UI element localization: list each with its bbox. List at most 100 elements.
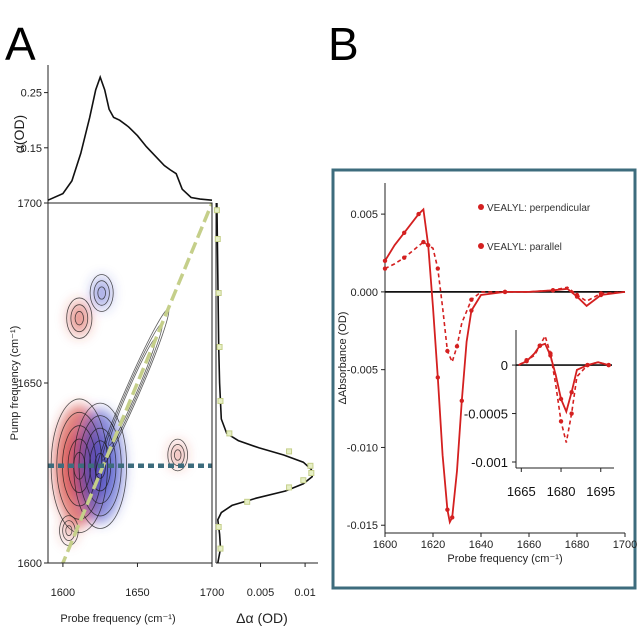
a-top-absorption-line: [47, 74, 213, 201]
a-2d-peak-contour: [65, 525, 73, 536]
b-data-point: [450, 515, 455, 520]
b-inset-data-point: [606, 362, 611, 368]
a-2d-y-label: Pump frequency (cm⁻¹): [9, 326, 21, 441]
b-x-tick-label: 1600: [373, 539, 397, 551]
a-right-data-point: [308, 470, 315, 476]
b-perpendicular-line: [384, 241, 626, 365]
b-inset-data-point: [548, 353, 553, 358]
a-2d-peak-contour: [170, 444, 185, 466]
a-right-x-tick-label: 0.01: [294, 587, 315, 599]
b-inset-data-point: [585, 362, 590, 368]
a-2d-peak-contour: [83, 427, 117, 504]
panel-b-frame: [331, 168, 637, 590]
b-inset-x-tick-label: 1695: [586, 484, 615, 499]
a-top-y-ticks: 0.25 0.15: [21, 88, 48, 155]
a-2d-peak-contour: [97, 286, 106, 300]
b-data-point: [382, 266, 388, 271]
a-right-data-point: [226, 430, 233, 437]
b-legend-marker-parallel: [478, 243, 484, 249]
a-2d-x-ticks: 1600 1650 1700: [51, 563, 224, 599]
b-y-label: ΔAbsorbance (OD): [337, 312, 349, 405]
b-data-point: [459, 398, 464, 403]
a-right-data-point: [217, 545, 224, 552]
a-right-data-point: [216, 344, 223, 350]
panel-a-2d-spectrum: 1600 1650 1700 1700 1650 1600 Probe frequenc…: [9, 198, 224, 625]
b-data-point: [426, 243, 431, 248]
a-right-data-point: [215, 524, 222, 530]
a-2d-x-tick-label: 1650: [125, 587, 149, 599]
b-data-point: [598, 292, 604, 298]
b-legend-parallel: VEALYL: parallel: [487, 242, 562, 253]
panel-a-absorption-plot: 0.25 0.15 α(OD): [11, 65, 213, 204]
b-inset-data-point: [558, 419, 564, 424]
b-legend-marker-perpendicular: [478, 204, 484, 210]
a-right-x-label: Δα (OD): [236, 610, 288, 626]
a-right-x-ticks: 0.005 0.01: [247, 563, 316, 599]
b-inset-y-tick-label: 0: [501, 358, 508, 373]
b-inset-x-tick-label: 1680: [547, 484, 576, 499]
b-inset-data-point: [569, 411, 574, 416]
b-data-point: [502, 289, 508, 295]
b-x-tick-label: 1620: [421, 539, 445, 551]
b-x-tick-label: 1680: [565, 539, 589, 551]
a-2d-peak-contour: [70, 304, 89, 333]
b-data-point: [469, 308, 474, 313]
a-2d-peak-contour: [174, 449, 182, 461]
b-inset-y-ticks: 0 -0.0005 -0.001: [464, 358, 516, 470]
b-y-tick-label: 0.005: [350, 209, 378, 221]
b-data-point: [574, 294, 580, 299]
a-top-y-tick-label: 0.15: [21, 143, 42, 155]
a-right-data-point: [286, 448, 293, 455]
b-y-tick-label: -0.005: [347, 365, 378, 377]
a-right-data-point: [217, 398, 224, 404]
b-data-point: [416, 211, 421, 217]
b-data-point: [402, 255, 407, 260]
panel-b: 1600 1620 1640 1660 1680 1700 0.005 0.000 -0.00…: [331, 168, 637, 590]
b-legend-perpendicular: VEALYL: perpendicular: [487, 203, 591, 214]
b-data-point: [445, 507, 450, 512]
b-x-tick-label: 1640: [469, 539, 493, 551]
a-2d-x-label: Probe frequency (cm⁻¹): [60, 613, 175, 625]
b-x-label: Probe frequency (cm⁻¹): [447, 553, 562, 565]
b-inset-plot: 1665 1680 1695 0 -0.0005 -0.001: [464, 330, 615, 499]
b-data-points: [382, 211, 604, 520]
a-right-fit-line: [216, 202, 314, 564]
a-right-x-tick-label: 0.005: [247, 587, 275, 599]
a-2d-y-tick-label: 1600: [18, 558, 42, 570]
a-2d-peak-contour: [94, 452, 106, 479]
b-data-point: [435, 375, 440, 380]
a-right-data-point: [213, 207, 220, 214]
b-inset-x-tick-label: 1665: [507, 484, 536, 499]
b-inset-x-ticks: 1665 1680 1695: [507, 468, 615, 499]
b-data-point: [445, 348, 450, 354]
a-top-y-tick-label: 0.25: [21, 88, 42, 100]
a-2d-peak-contour: [89, 274, 114, 312]
b-inset-y-tick-label: -0.001: [471, 455, 508, 470]
b-data-point: [382, 258, 388, 263]
panel-b-label: B: [328, 18, 359, 70]
b-y-ticks: 0.005 0.000 -0.005 -0.010 -0.015: [347, 209, 385, 532]
a-right-data-points: [213, 207, 315, 552]
b-data-point: [435, 266, 440, 271]
a-2d-diagonal-line: [61, 203, 212, 563]
a-right-data-point: [244, 498, 251, 505]
b-x-ticks: 1600 1620 1640 1660 1680 1700: [373, 533, 637, 551]
b-y-tick-label: -0.015: [347, 520, 378, 532]
b-data-point: [550, 288, 556, 293]
a-2d-peak-contour: [74, 311, 84, 326]
a-2d-y-tick-label: 1650: [18, 378, 42, 390]
b-data-point: [402, 230, 407, 235]
a-2d-y-ticks: 1700 1650 1600: [18, 198, 48, 570]
panel-a-slice-plot: 0.005 0.01 Δα (OD): [213, 202, 318, 626]
b-y-tick-label: 0.000: [350, 287, 378, 299]
b-data-point: [454, 344, 460, 349]
a-2d-peak-contour: [66, 297, 93, 339]
a-right-data-point: [215, 290, 222, 296]
b-inset-data-point: [558, 396, 564, 402]
b-inset-data-point: [569, 390, 574, 395]
a-top-y-label: α(OD): [11, 115, 27, 153]
b-data-point: [421, 239, 426, 245]
b-x-tick-label: 1660: [517, 539, 541, 551]
b-legend: VEALYL: perpendicular VEALYL: parallel: [478, 203, 591, 253]
